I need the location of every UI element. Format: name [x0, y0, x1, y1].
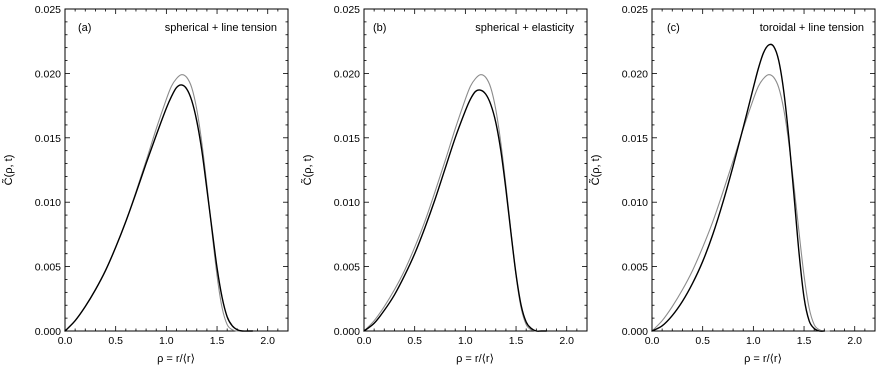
plot-frame [651, 8, 876, 332]
x-tick-label: 0.5 [108, 335, 123, 347]
y-tick-label: 0.020 [35, 68, 61, 80]
x-tick-label: 2.0 [559, 335, 574, 347]
panel-c: 0.0 0.5 1.0 1.5 2.0 0.000 0.005 0.010 0.015 0.020… [589, 4, 876, 365]
model-curve [64, 84, 254, 332]
x-tick-label: 1.5 [210, 335, 225, 347]
y-axis-label: C̃(ρ, t) [301, 155, 314, 186]
y-tick-label: 0.015 [622, 133, 648, 145]
panel-tag: (b) [373, 22, 386, 34]
x-tick-label: 0.5 [407, 335, 422, 347]
y-tick-label: 0.000 [622, 326, 648, 338]
y-tick-label: 0.010 [334, 197, 360, 209]
y-tick-label: 0.015 [334, 133, 360, 145]
x-tick-label: 0.0 [58, 335, 73, 347]
y-tick-label: 0.000 [334, 326, 360, 338]
y-tick-label: 0.025 [622, 4, 648, 16]
panel-title: spherical + line tension [165, 22, 277, 34]
x-tick-label: 0.0 [645, 335, 660, 347]
y-tick-label: 0.005 [622, 262, 648, 274]
y-tick-label: 0.015 [35, 133, 61, 145]
x-tick-label: 0.0 [357, 335, 372, 347]
x-tick-label: 2.0 [260, 335, 275, 347]
ticks: 0.0 0.5 1.0 1.5 2.0 0.000 0.005 0.010 0.015 0.020… [334, 4, 588, 347]
panel-tag: (a) [78, 22, 91, 34]
ticks: 0.0 0.5 1.0 1.5 2.0 0.000 0.005 0.010 0.015 0.020… [622, 4, 876, 347]
x-axis-label: ρ = r/⟨r⟩ [744, 353, 782, 365]
ticks: 0.0 0.5 1.0 1.5 2.0 0.000 0.005 0.010 0.015 0.020… [35, 4, 289, 347]
y-tick-label: 0.005 [35, 262, 61, 274]
panel-b: 0.0 0.5 1.0 1.5 2.0 0.000 0.005 0.010 0.015 0.020… [301, 4, 588, 365]
reference-curve [64, 74, 243, 332]
x-tick-label: 1.5 [509, 335, 524, 347]
model-curve [651, 43, 826, 332]
x-tick-label: 2.0 [847, 335, 862, 347]
x-tick-label: 1.5 [797, 335, 812, 347]
y-tick-label: 0.025 [334, 4, 360, 16]
y-axis-label: C̃(ρ, t) [2, 155, 15, 186]
model-curve [363, 89, 548, 332]
panel-title: toroidal + line tension [760, 22, 864, 34]
curves [651, 43, 830, 332]
y-tick-label: 0.010 [622, 197, 648, 209]
plot-frame [64, 8, 289, 332]
y-tick-label: 0.010 [35, 197, 61, 209]
panel-title: spherical + elasticity [475, 22, 574, 34]
y-axis-label: C̃(ρ, t) [589, 155, 602, 186]
y-tick-label: 0.005 [334, 262, 360, 274]
x-axis-label: ρ = r/⟨r⟩ [157, 353, 195, 365]
x-tick-label: 1.0 [746, 335, 761, 347]
y-tick-label: 0.025 [35, 4, 61, 16]
panel-a: 0.0 0.5 1.0 1.5 2.0 0.000 0.005 0.010 0.015 0.020… [2, 4, 289, 365]
plot-frame [363, 8, 588, 332]
y-tick-label: 0.020 [334, 68, 360, 80]
x-tick-label: 0.5 [695, 335, 710, 347]
x-tick-label: 1.0 [458, 335, 473, 347]
x-tick-label: 1.0 [159, 335, 174, 347]
reference-curve [363, 74, 542, 332]
y-tick-label: 0.000 [35, 326, 61, 338]
panel-tag: (c) [667, 22, 680, 34]
y-tick-label: 0.020 [622, 68, 648, 80]
reference-curve [651, 74, 830, 332]
curves [64, 74, 254, 332]
curves [363, 74, 548, 332]
x-axis-label: ρ = r/⟨r⟩ [456, 353, 494, 365]
